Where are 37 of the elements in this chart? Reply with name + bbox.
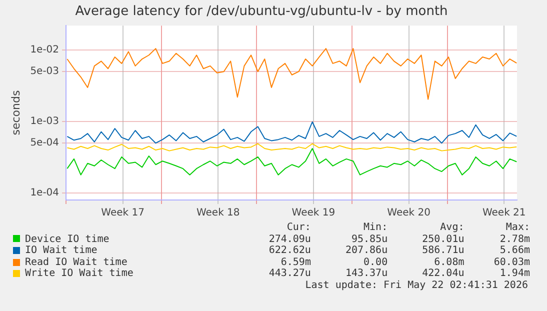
legend-label: Write IO Wait time — [24, 268, 134, 280]
text: 1.94m — [498, 268, 530, 280]
text: Avg: — [439, 222, 464, 234]
text: 143.37u — [344, 268, 388, 280]
legend-label: IO Wait time — [24, 245, 98, 257]
text: Max: — [504, 222, 530, 234]
text: 274.09u — [268, 234, 311, 246]
text: Last update: Fri May 22 02:41:31 2026 — [304, 280, 529, 292]
legend-label: Read IO Wait time — [24, 256, 128, 268]
text: 586.71u — [421, 245, 464, 257]
text: 422.04u — [421, 268, 464, 280]
text: 622.62u — [268, 245, 311, 257]
x-tick-label: Week 17 — [101, 208, 144, 219]
text: 2.78m — [498, 234, 530, 246]
x-tick-label: Week 18 — [196, 208, 240, 219]
y-tick-label: 1e-04 — [30, 188, 60, 199]
text: 6.08m — [433, 256, 464, 268]
legend-label: Device IO time — [24, 234, 110, 245]
text: Min: — [362, 222, 388, 234]
text: 443.27u — [268, 268, 311, 280]
text: Cur: — [286, 222, 311, 234]
y-axis-title: seconds — [9, 90, 22, 136]
y-tick-label: 5e-03 — [30, 66, 60, 78]
x-tick-label: Week 19 — [292, 208, 336, 219]
text: 5.66m — [498, 245, 530, 257]
y-tick-label: 5e-04 — [30, 138, 60, 149]
text: 60.03m — [492, 256, 530, 268]
text: 6.59m — [280, 256, 311, 268]
x-tick-label: Week 20 — [387, 208, 430, 219]
x-tick-label: Week 21 — [482, 208, 526, 219]
text: 0.00 — [362, 256, 388, 268]
text: 250.01u — [421, 234, 464, 246]
y-tick-label: 1e-02 — [30, 44, 60, 56]
text: 95.85u — [350, 234, 388, 246]
y-tick-label: 1e-03 — [30, 116, 60, 128]
text: 207.86u — [344, 245, 388, 257]
chart-title: Average latency for /dev/ubuntu-vg/ubuntu-lv - by month — [75, 4, 448, 20]
